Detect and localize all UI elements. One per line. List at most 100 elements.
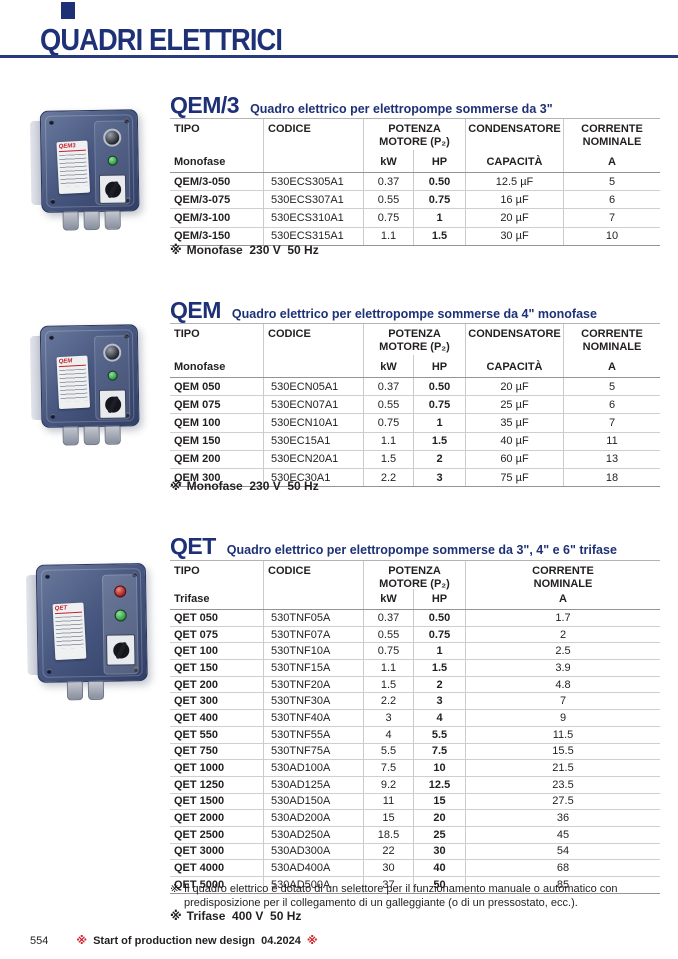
cell-a: 68	[465, 859, 660, 876]
qem-note: ※ Monofase 230 V 50 Hz	[170, 479, 319, 493]
qet-voltage-note: ※ Trifase 400 V 50 Hz	[170, 909, 301, 923]
note-text: Monofase 230 V 50 Hz	[186, 243, 319, 257]
cell-tipo: QEM/3-150	[170, 226, 263, 245]
cell-hp: 50	[413, 876, 465, 893]
cell-hp: 3	[413, 692, 465, 710]
cell-codice: 530EC15A1	[263, 431, 363, 450]
screw-icon	[50, 198, 56, 204]
cell-hp: 2	[413, 449, 465, 468]
cell-codice: 530ECN20A1	[263, 449, 363, 468]
cell-a: 2.5	[465, 642, 660, 660]
screw-icon	[48, 119, 55, 125]
cell-codice: 530ECN10A1	[263, 413, 363, 432]
cell-tipo: QET 400	[170, 709, 263, 726]
cell-codice: 530AD100A	[263, 759, 363, 776]
col-header-potenza: POTENZA MOTORE (P₂)	[363, 561, 465, 590]
cell-codice: 530TNF20A	[263, 675, 363, 693]
table-body: QEM 050 530ECN05A1 0.37 0.50 20 µF 5 QEM 075 53…	[170, 378, 660, 487]
page-title: QUADRI ELETTRICI	[40, 22, 283, 57]
subheader-ampere: A	[465, 589, 660, 609]
cell-codice: 530AD300A	[263, 842, 363, 860]
cell-tipo: QEM 100	[170, 413, 263, 431]
table-header: TIPO CODICE POTENZA MOTORE (P₂) CORRENTE…	[170, 561, 660, 610]
qet-table: TIPO CODICE POTENZA MOTORE (P₂) CORRENTE…	[170, 560, 660, 894]
cell-hp: 15	[413, 792, 465, 810]
subheader-empty	[263, 150, 363, 172]
cell-a: 9	[465, 709, 660, 726]
cell-kw: 22	[363, 842, 413, 860]
header-rule	[0, 55, 678, 58]
cable-gland-icon	[83, 210, 100, 231]
cell-kw: 1.5	[363, 675, 413, 693]
subheader-capacita: CAPACITÀ	[465, 150, 563, 172]
cell-cap: 16 µF	[465, 190, 563, 209]
cell-tipo: QET 3000	[170, 842, 263, 860]
cell-a: 4.8	[465, 675, 660, 693]
cell-tipo: QEM 150	[170, 431, 263, 450]
cell-hp: 1.5	[413, 431, 465, 450]
cell-a: 13	[563, 449, 660, 468]
cell-tipo: QET 750	[170, 742, 263, 760]
cell-codice: 530AD200A	[263, 809, 363, 826]
cell-codice: 530AD400A	[263, 859, 363, 876]
screw-icon	[46, 668, 52, 674]
cell-kw: 1.5	[363, 449, 413, 468]
cell-codice: 530ECS310A1	[263, 208, 363, 227]
cell-hp: 3	[413, 467, 465, 487]
cell-cap: 20 µF	[465, 378, 563, 396]
cell-hp: 4	[413, 709, 465, 726]
subheader-phase: Monofase	[174, 361, 226, 373]
table-header: TIPO CODICE POTENZA MOTORE (P₂) CONDENSA…	[170, 119, 660, 173]
cell-hp: 20	[413, 809, 465, 826]
cell-cap: 12.5 µF	[465, 173, 563, 191]
cell-a: 7	[465, 692, 660, 710]
section-qet-header: QET Quadro elettrico per elettropompe so…	[170, 533, 617, 560]
cell-kw: 1.1	[363, 226, 413, 245]
cell-codice: 530TNF07A	[263, 625, 363, 643]
cell-tipo: QET 150	[170, 659, 263, 676]
cell-kw: 30	[363, 859, 413, 876]
cell-a: 85	[465, 876, 660, 893]
cell-codice: 530TNF55A	[263, 725, 363, 743]
cell-hp: 1	[413, 413, 465, 432]
cell-codice: 530TNF10A	[263, 642, 363, 660]
subheader-ampere: A	[563, 355, 660, 377]
cell-codice: 530TNF75A	[263, 742, 363, 760]
ref-mark: ※	[170, 883, 180, 895]
cell-hp: 5.5	[413, 725, 465, 743]
cell-kw: 7.5	[363, 759, 413, 776]
cell-cap: 25 µF	[465, 395, 563, 414]
ref-mark-red: ※	[306, 935, 318, 947]
cell-kw: 0.55	[363, 190, 413, 209]
cable-glands	[62, 425, 121, 446]
cell-cap: 40 µF	[465, 431, 563, 450]
cell-a: 6	[563, 395, 660, 414]
cell-cap: 35 µF	[465, 413, 563, 432]
cell-hp: 7.5	[413, 742, 465, 760]
screw-icon	[44, 573, 51, 579]
col-header-corrente: CORRENTE NOMINALE	[563, 119, 660, 150]
cell-kw: 4	[363, 725, 413, 743]
cell-kw: 0.55	[363, 395, 413, 414]
cell-codice: 530AD250A	[263, 825, 363, 843]
rotary-knob-icon	[104, 181, 121, 198]
screw-icon	[48, 334, 55, 340]
cell-a: 2	[465, 625, 660, 643]
cell-kw: 1.1	[363, 659, 413, 676]
device-rating-label: QET	[52, 602, 87, 661]
cell-hp: 25	[413, 825, 465, 843]
red-led-icon	[113, 585, 126, 598]
cell-cap: 20 µF	[465, 208, 563, 227]
section-qem-header: QEM Quadro elettrico per elettropompe so…	[170, 297, 597, 324]
cell-hp: 0.50	[413, 378, 465, 396]
cell-kw: 15	[363, 809, 413, 826]
cell-a: 18	[563, 467, 660, 487]
cable-gland-icon	[87, 680, 105, 701]
device-front-panel: QET	[35, 562, 148, 683]
cell-tipo: QET 5000	[170, 876, 263, 893]
cell-tipo: QET 200	[170, 675, 263, 693]
subheader-empty	[263, 355, 363, 377]
product-photo-qem: QEM	[27, 320, 160, 472]
cell-kw: 0.37	[363, 378, 413, 396]
cable-gland-icon	[62, 426, 79, 446]
